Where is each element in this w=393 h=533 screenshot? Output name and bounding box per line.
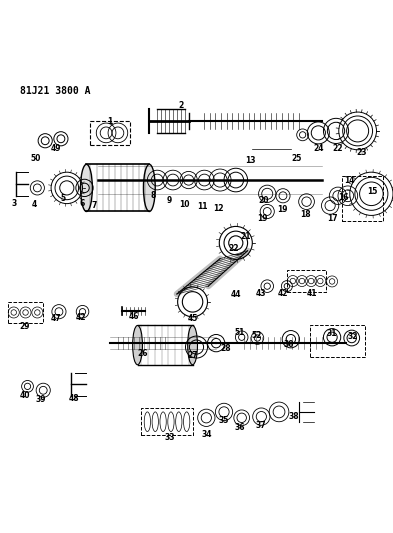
Text: 40: 40 (20, 391, 30, 400)
Text: 26: 26 (137, 349, 147, 358)
Ellipse shape (133, 326, 142, 365)
Text: 47: 47 (50, 314, 61, 323)
Text: 25: 25 (292, 154, 302, 163)
Text: 37: 37 (255, 421, 266, 430)
Text: 6: 6 (79, 199, 84, 208)
Ellipse shape (188, 326, 198, 365)
Bar (90, 121, 130, 144)
Text: 15: 15 (367, 187, 378, 196)
Text: 23: 23 (356, 148, 367, 157)
Ellipse shape (81, 164, 92, 212)
Text: 10: 10 (180, 200, 190, 209)
Text: 30: 30 (284, 340, 294, 349)
Text: 16: 16 (339, 193, 349, 202)
Text: 34: 34 (201, 430, 211, 439)
Text: 51: 51 (235, 328, 245, 337)
Text: 39: 39 (35, 395, 46, 404)
Text: 21: 21 (241, 232, 251, 241)
Text: 5: 5 (60, 195, 66, 204)
Text: 20: 20 (259, 196, 269, 205)
Text: 42: 42 (75, 313, 86, 322)
Text: 29: 29 (19, 322, 29, 331)
Ellipse shape (143, 164, 155, 212)
Text: 18: 18 (300, 210, 311, 219)
Text: 48: 48 (68, 394, 79, 402)
Text: 3: 3 (11, 199, 17, 208)
Text: 46: 46 (129, 312, 139, 321)
Text: 2: 2 (178, 101, 184, 110)
Text: 45: 45 (187, 314, 198, 323)
Text: 11: 11 (197, 202, 208, 211)
Text: 28: 28 (220, 344, 231, 353)
Text: 22: 22 (229, 244, 239, 253)
Text: 42: 42 (278, 289, 288, 298)
Text: 12: 12 (213, 204, 223, 213)
Text: 17: 17 (327, 214, 338, 223)
Bar (310, 326, 365, 357)
Text: 32: 32 (348, 332, 358, 341)
Text: 50: 50 (31, 154, 41, 163)
Bar (342, 176, 383, 221)
Text: 49: 49 (51, 144, 61, 153)
Text: 19: 19 (277, 205, 287, 214)
Text: 27: 27 (187, 351, 198, 360)
Bar (8, 302, 43, 324)
Text: 14: 14 (345, 175, 355, 184)
Bar (141, 408, 193, 435)
Text: 8: 8 (151, 191, 156, 200)
Text: 24: 24 (313, 144, 323, 153)
Text: 33: 33 (165, 433, 175, 442)
Text: 52: 52 (251, 331, 261, 340)
Text: 7: 7 (92, 201, 97, 210)
Text: 35: 35 (218, 416, 228, 425)
Text: 36: 36 (235, 423, 245, 432)
Text: 44: 44 (231, 289, 241, 298)
Text: 19: 19 (257, 214, 268, 223)
Text: 22: 22 (332, 144, 342, 153)
Text: 9: 9 (166, 196, 172, 205)
Text: 1: 1 (107, 117, 113, 126)
Text: 31: 31 (326, 329, 336, 338)
Text: 38: 38 (288, 412, 299, 421)
Bar (287, 270, 326, 292)
Text: 43: 43 (256, 289, 266, 298)
Text: 41: 41 (307, 289, 317, 298)
Text: 13: 13 (245, 156, 255, 165)
Text: 4: 4 (32, 200, 37, 209)
Text: 81J21 3800 A: 81J21 3800 A (20, 86, 90, 96)
